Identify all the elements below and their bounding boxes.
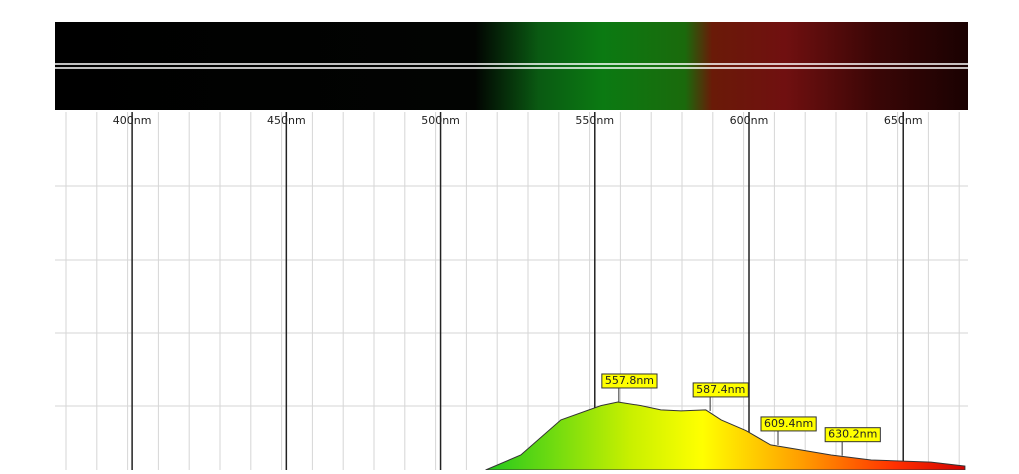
annotation-label: 557.8nm <box>605 374 654 387</box>
annotation-label: 630.2nm <box>828 428 877 441</box>
grid <box>55 112 968 470</box>
x-tick-label: 600nm <box>730 114 769 127</box>
spectrum-band <box>55 22 968 110</box>
x-tick-label: 450nm <box>267 114 306 127</box>
x-tick-label: 550nm <box>575 114 614 127</box>
annotation-label: 587.4nm <box>696 383 745 396</box>
chart: 400nm 450nm 500nm 550nm 600nm 650nm 557.8nm 587… <box>0 0 1019 470</box>
x-tick-label: 400nm <box>113 114 152 127</box>
annotation-label: 609.4nm <box>764 417 813 430</box>
spectrum-area <box>486 402 965 470</box>
x-tick-label: 650nm <box>884 114 923 127</box>
x-tick-label: 500nm <box>421 114 460 127</box>
